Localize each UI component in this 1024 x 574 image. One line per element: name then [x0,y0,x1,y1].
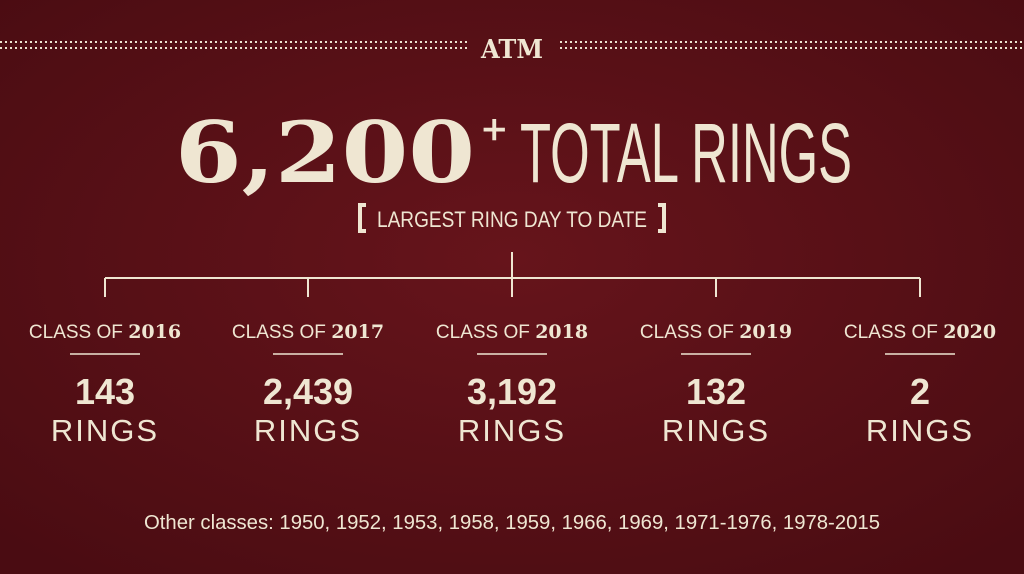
ring-count: 2,439 [263,371,353,412]
bracket-right [658,203,666,233]
headline-plus: + [480,109,509,149]
ring-unit: RINGS [51,413,159,448]
class-year: 2016 [128,321,181,343]
headline-number: 6,200 [175,103,475,202]
class-year: 2017 [331,321,384,343]
class-year: 2018 [535,321,588,343]
class-label-text: CLASS OF [640,322,734,343]
logo: ATM [480,35,543,65]
ring-unit: RINGS [254,413,362,448]
ring-unit: RINGS [458,413,566,448]
footer: Other classes: 1950, 1952, 1953, 1958, 1… [144,512,880,534]
headline-text: TOTAL RINGS [520,106,852,200]
ring-unit: RINGS [662,413,770,448]
class-year: 2019 [739,321,792,343]
class-label: CLASS OF 2017 [232,321,384,343]
ring-count: 132 [686,371,746,412]
ring-count: 143 [75,371,135,412]
ring-count: 2 [910,371,930,412]
class-label-text: CLASS OF [232,322,326,343]
bracket-left [358,203,366,233]
class-label-text: CLASS OF [844,322,938,343]
ring-unit: RINGS [866,413,974,448]
class-label: CLASS OF 2018 [436,321,588,343]
class-label-text: CLASS OF [29,322,123,343]
class-label: CLASS OF 2019 [640,321,792,343]
class-label: CLASS OF 2020 [844,321,996,343]
subtitle: LARGEST RING DAY TO DATE [377,207,647,232]
ring-count: 3,192 [467,371,557,412]
class-year: 2020 [943,321,996,343]
class-label: CLASS OF 2016 [29,321,181,343]
class-label-text: CLASS OF [436,322,530,343]
